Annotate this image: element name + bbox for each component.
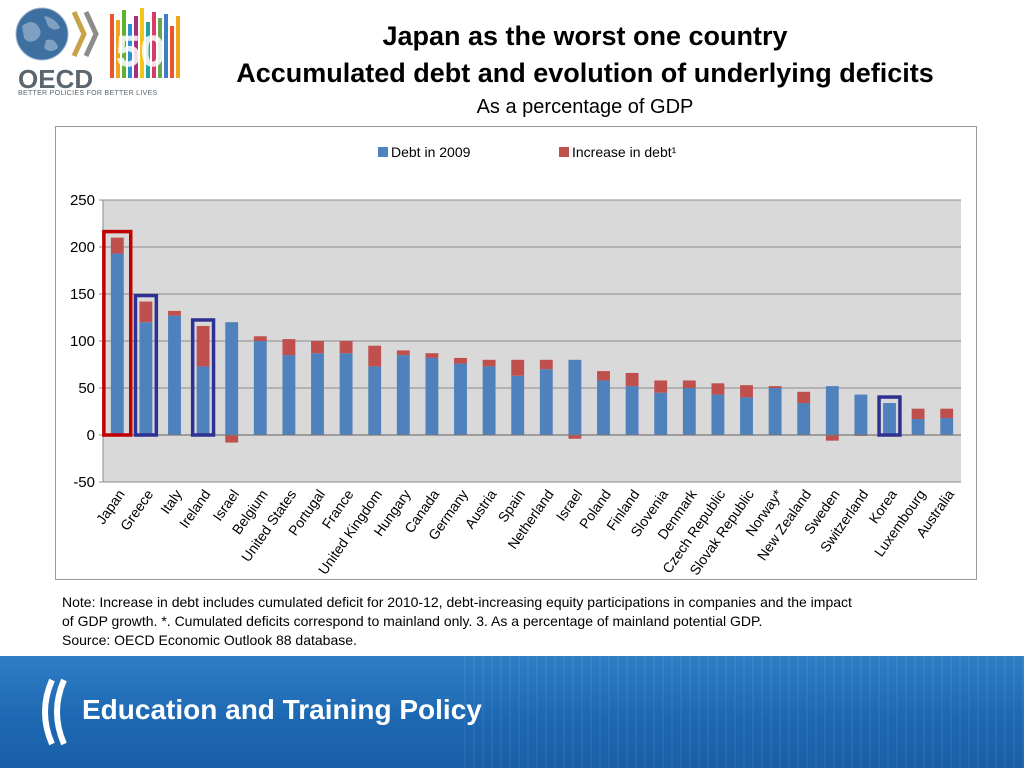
bar-increase (139, 301, 153, 323)
bar-increase (110, 237, 124, 254)
bar-increase (511, 359, 525, 376)
oecd-logo: 50 OECD BETTER POLICIES FOR BETTER LIVES (8, 4, 188, 97)
y-tick-label: 50 (78, 380, 95, 397)
chart-note: Note: Increase in debt includes cumulate… (62, 593, 962, 650)
bar-increase (196, 325, 210, 367)
bar-debt (625, 386, 639, 435)
bar-increase (253, 336, 267, 341)
bar-debt (168, 315, 181, 435)
highlight-box-korea (877, 395, 902, 437)
bar-increase (454, 357, 467, 364)
bar-debt (768, 388, 782, 435)
bar-increase (911, 408, 925, 420)
anniversary-50-graphic (110, 8, 180, 78)
y-tick-label: -50 (73, 474, 95, 491)
bar-debt (339, 353, 353, 435)
y-tick-label: 200 (70, 239, 95, 256)
footer-banner: Education and Training Policy (0, 656, 1024, 768)
highlight-box-japan (102, 229, 133, 437)
legend-debt-label: Debt in 2009 (391, 144, 471, 160)
bar-debt (253, 341, 267, 435)
highlight-box-ireland (190, 318, 216, 437)
bar-increase (597, 371, 610, 381)
bar-debt (568, 359, 582, 435)
x-tick-label: Italy (157, 487, 185, 517)
bar-increase (568, 435, 582, 439)
footer-title: Education and Training Policy (82, 694, 482, 725)
bar-increase (425, 353, 439, 358)
note-line-2: of GDP growth. *. Cumulated deficits cor… (62, 613, 763, 629)
bar-increase (825, 435, 839, 441)
bar-debt (854, 394, 868, 435)
bar-increase (682, 380, 696, 388)
bar-increase (625, 372, 639, 387)
bar-increase (711, 383, 725, 395)
bar-increase (368, 345, 382, 367)
title-block: Japan as the worst one country Accumulat… (190, 18, 980, 122)
bar-debt (911, 419, 925, 435)
bar-increase (339, 341, 353, 354)
bar-debt (425, 357, 439, 435)
bar-debt (311, 353, 324, 435)
legend-increase-label: Increase in debt¹ (572, 144, 677, 160)
bar-increase (482, 359, 496, 367)
bar-debt (225, 322, 239, 435)
anniversary-number: 50 (116, 27, 165, 76)
bar-debt (110, 253, 124, 435)
y-tick-label: 150 (70, 286, 95, 303)
bar-debt (597, 380, 610, 435)
y-tick-label: 100 (70, 333, 95, 350)
page-title: Japan as the worst one country (382, 21, 788, 51)
footer-decoration (464, 656, 1024, 768)
legend-increase-swatch (559, 147, 569, 157)
bar-debt (196, 366, 210, 435)
bar-increase (539, 359, 553, 370)
bar-increase (654, 380, 668, 393)
bar-debt (511, 375, 525, 435)
note-source: Source: OECD Economic Outlook 88 databas… (62, 632, 357, 648)
y-tick-label: 0 (87, 427, 95, 444)
bar-increase (168, 310, 181, 316)
bar-increase (797, 391, 811, 404)
bar-debt (396, 355, 410, 435)
bar-debt (682, 388, 696, 435)
bar-debt (825, 386, 839, 435)
bar-increase (282, 339, 296, 356)
note-line-1: Note: Increase in debt includes cumulate… (62, 594, 852, 610)
bar-debt (940, 418, 954, 435)
logo-tagline: BETTER POLICIES FOR BETTER LIVES (18, 90, 158, 97)
bar-debt (282, 355, 296, 435)
bar-debt (740, 397, 753, 435)
bar-increase (311, 341, 324, 354)
oecd-chevron-icon (42, 678, 67, 746)
bar-debt (654, 392, 668, 435)
page-units: As a percentage of GDP (476, 96, 694, 118)
legend-debt-swatch (378, 147, 388, 157)
x-tick-label: Ireland (176, 487, 214, 531)
y-tick-label: 250 (70, 192, 95, 209)
bar-debt (539, 369, 553, 435)
oecd-logo-graphic: 50 (15, 7, 180, 78)
bar-debt (482, 366, 496, 435)
bar-debt (883, 403, 896, 435)
logo-text: OECD (18, 64, 94, 94)
bar-increase (396, 350, 410, 356)
bar-debt (368, 366, 382, 435)
bar-debt (139, 322, 153, 435)
bar-debt (454, 363, 467, 435)
bar-debt (711, 394, 725, 435)
chart-frame: -50 0 50 100 150 200 250 Japan Greece Italy Irelan… (55, 126, 977, 580)
bar-increase (740, 385, 753, 398)
bar-increase (940, 408, 954, 419)
bar-increase (225, 435, 239, 443)
highlight-box-greece (133, 293, 159, 437)
bar-debt (797, 403, 811, 435)
bar-increase (768, 386, 782, 388)
page-subtitle: Accumulated debt and evolution of underl… (236, 58, 934, 88)
